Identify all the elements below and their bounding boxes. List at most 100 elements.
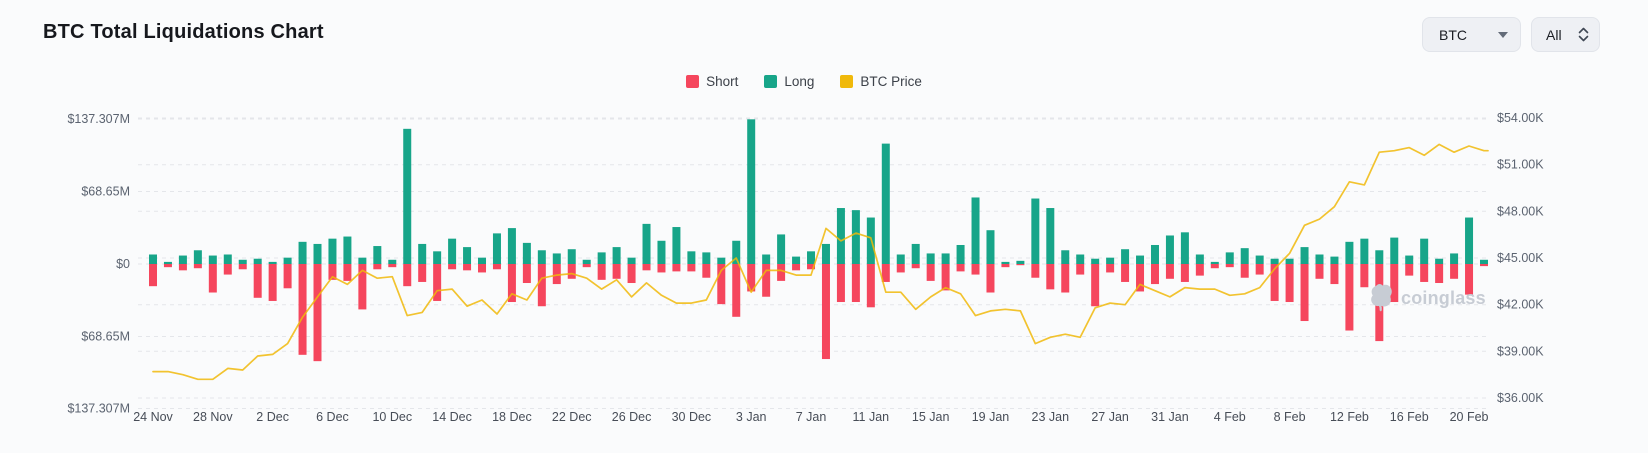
long-bar: 24 Jan Long $13M [1061, 250, 1070, 264]
legend-item-short[interactable]: Short [686, 74, 738, 89]
long-bar: 28 Jan Long $14M [1121, 249, 1130, 264]
short-bar: 6 Dec Short $15M [328, 264, 337, 280]
short-bar: 2 Feb Short $11M [1195, 264, 1204, 276]
short-bar: 5 Dec Short $92M [313, 264, 322, 362]
svg-text:$137.307M: $137.307M [67, 402, 130, 416]
long-bar: 17 Dec Long $29M [492, 233, 501, 264]
short-bar: 16 Jan Short $25M [941, 264, 950, 291]
long-bar: 6 Dec Long $24M [328, 238, 337, 264]
short-bar: 19 Jan Short $27M [986, 264, 995, 293]
up-down-spinner-icon [1578, 27, 1589, 42]
long-bar: 3 Feb Long $2M [1210, 261, 1219, 264]
long-bar: 12 Dec Long $19M [418, 243, 427, 264]
svg-text:12 Feb: 12 Feb [1330, 410, 1369, 424]
btc-price-line [152, 143, 1489, 381]
svg-text:18 Dec: 18 Dec [492, 410, 532, 424]
long-bar: 8 Dec Long $6M [358, 257, 367, 264]
svg-text:10 Dec: 10 Dec [372, 410, 412, 424]
short-bar: 7 Dec Short $16M [343, 264, 352, 281]
long-bar: 15 Jan Long $10M [926, 253, 935, 264]
short-bar: 29 Dec Short $7M [672, 264, 681, 272]
long-bar: 4 Jan Long $9M [762, 254, 771, 264]
x-axis-labels: 24 Nov 28 Nov 2 Dec 6 Dec 10 Dec 14 Dec 18 Dec… [133, 410, 1488, 424]
svg-text:28 Nov: 28 Nov [193, 410, 233, 424]
short-bar: 28 Dec Short $8M [657, 264, 666, 273]
long-bar: 13 Dec Long $12M [433, 251, 442, 264]
chart-controls: BTC All [1422, 17, 1600, 52]
short-swatch-icon [686, 75, 700, 88]
long-bar: 18 Dec Long $34M [507, 228, 516, 264]
coin-select-dropdown[interactable]: BTC [1422, 17, 1521, 52]
long-bar: 14 Dec Long $24M [448, 238, 457, 264]
long-bar: 26 Dec Long $6M [627, 257, 636, 264]
short-bar: 1 Jan Short $38M [717, 264, 726, 305]
long-bar: 9 Dec Long $17M [373, 246, 382, 264]
short-bar: 2 Jan Short $50M [732, 264, 741, 317]
long-bar: 12 Feb Long $21M [1345, 241, 1354, 264]
short-bar: 12 Dec Short $17M [418, 264, 427, 282]
long-bar: 16 Jan Long $10M [941, 253, 950, 264]
short-bar: 11 Feb Short $19M [1330, 264, 1339, 285]
long-bar: 16 Dec Long $6M [478, 257, 487, 264]
short-bar: 1 Feb Short $17M [1180, 264, 1189, 282]
left-axis-labels: $137.307M $68.65M $0 $68.65M $137.307M [67, 112, 130, 416]
long-swatch-icon [764, 75, 778, 88]
short-bar: 31 Dec Short $13M [702, 264, 711, 278]
short-bar: 9 Dec Short $5M [373, 264, 382, 270]
short-bar: 20 Dec Short $40M [537, 264, 546, 307]
short-bar: 11 Dec Short $21M [403, 264, 412, 287]
svg-text:$54.00K: $54.00K [1497, 111, 1544, 125]
long-bar: 8 Jan Long $19M [821, 243, 830, 264]
long-bar: 12 Jan Long $114M [881, 143, 890, 264]
legend-item-btc-price[interactable]: BTC Price [840, 74, 922, 89]
legend-label-short: Short [706, 74, 739, 89]
short-bar: 15 Dec Short $6M [463, 264, 472, 271]
long-bars[interactable]: 24 Nov Long $9M 25 Nov Long $2M 26 Nov Lon… [149, 119, 1488, 264]
short-bar: 5 Feb Short $13M [1240, 264, 1249, 278]
long-bar: 11 Dec Long $128M [403, 128, 412, 264]
short-bar: 26 Nov Short $6M [178, 264, 187, 271]
short-bar: 3 Dec Short $23M [283, 264, 292, 289]
short-bar: 4 Dec Short $86M [298, 264, 307, 355]
long-bar: 11 Feb Long $7M [1330, 256, 1339, 264]
short-bar: 20 Jan Short $3M [1001, 264, 1010, 268]
svg-text:6 Dec: 6 Dec [316, 410, 349, 424]
short-bar: 27 Nov Short $4M [193, 264, 202, 269]
short-bar: 8 Jan Short $90M [821, 264, 830, 360]
short-bars[interactable]: 24 Nov Short $21M 25 Nov Short $3M 26 Nov … [149, 264, 1488, 362]
long-bar: 31 Dec Long $11M [702, 252, 711, 264]
short-bar: 15 Feb Short $36M [1390, 264, 1399, 303]
long-bar: 10 Jan Long $51M [851, 210, 860, 264]
svg-text:15 Jan: 15 Jan [912, 410, 950, 424]
short-bar: 17 Dec Short $5M [492, 264, 501, 270]
svg-text:31 Jan: 31 Jan [1151, 410, 1189, 424]
btc-price-swatch-icon [840, 75, 854, 88]
svg-text:20 Feb: 20 Feb [1450, 410, 1489, 424]
svg-text:$0: $0 [116, 257, 130, 271]
range-select-dropdown[interactable]: All [1531, 17, 1600, 52]
long-bar: 6 Jan Long $7M [792, 256, 801, 264]
long-bar: 3 Dec Long $6M [283, 257, 292, 264]
svg-text:22 Dec: 22 Dec [552, 410, 592, 424]
short-bar: 14 Feb Short $73M [1375, 264, 1384, 342]
short-bar: 4 Feb Short $3M [1225, 264, 1234, 268]
right-axis-labels: $54.00K $51.00K $48.00K $45.00K $42.00K $39.0… [1497, 111, 1544, 405]
coin-select-value: BTC [1439, 26, 1467, 43]
long-bar: 5 Dec Long $19M [313, 243, 322, 264]
short-bar: 22 Dec Short $14M [567, 264, 576, 279]
long-bar: 30 Jan Long $18M [1150, 244, 1159, 264]
short-bar: 19 Feb Short $14M [1450, 264, 1459, 279]
legend-item-long[interactable]: Long [764, 74, 814, 89]
long-bar: 17 Jan Long $18M [956, 244, 965, 264]
long-bar: 22 Jan Long $62M [1031, 198, 1040, 264]
short-bar: 22 Jan Short $13M [1031, 264, 1040, 278]
long-bar: 23 Jan Long $53M [1046, 208, 1055, 264]
long-bar: 18 Jan Long $63M [971, 197, 980, 264]
svg-text:2 Dec: 2 Dec [256, 410, 289, 424]
short-bar: 7 Jan Short $5M [807, 264, 816, 270]
short-bar: 26 Jan Short $40M [1091, 264, 1100, 307]
svg-text:$137.307M: $137.307M [67, 112, 130, 126]
short-bar: 11 Jan Short $41M [866, 264, 875, 308]
short-bar: 15 Jan Short $16M [926, 264, 935, 281]
